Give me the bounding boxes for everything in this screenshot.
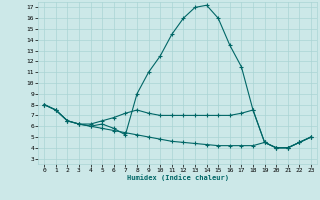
X-axis label: Humidex (Indice chaleur): Humidex (Indice chaleur) xyxy=(127,175,228,181)
